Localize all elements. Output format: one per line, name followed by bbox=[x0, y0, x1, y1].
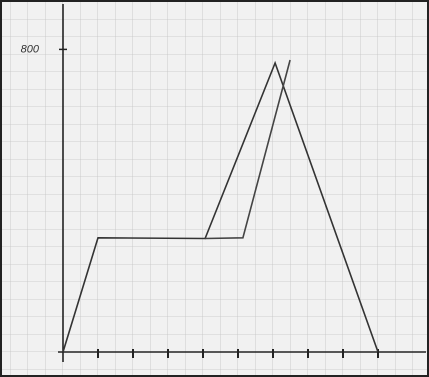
y-tick-label: 800 bbox=[21, 43, 40, 55]
data-line bbox=[205, 59, 291, 240]
